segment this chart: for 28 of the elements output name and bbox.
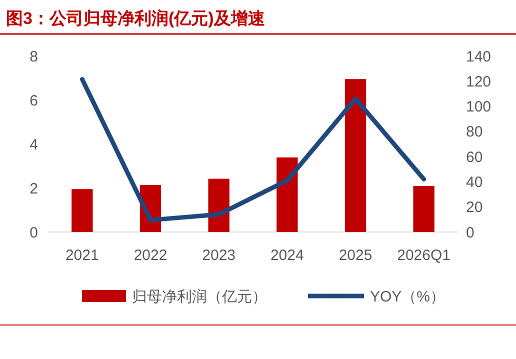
y2-tick-label: 40	[466, 174, 483, 191]
x-tick-label: 2024	[270, 247, 304, 264]
bar	[276, 157, 298, 232]
legend-label: 归母净利润（亿元）	[132, 288, 267, 306]
line-series	[80, 77, 426, 222]
x-tick-label: 2022	[134, 247, 168, 264]
bar	[344, 79, 366, 232]
bar	[72, 189, 93, 232]
y-tick-label: 8	[30, 48, 38, 66]
chart-title: 图3：公司归母净利润(亿元)及增速	[6, 9, 265, 28]
bar	[413, 186, 434, 232]
bar	[208, 178, 230, 232]
x-tick-label: 2021	[65, 247, 99, 264]
y2-tick-label: 100	[466, 98, 492, 116]
y2-tick-label: 140	[466, 48, 492, 66]
y2-tick-label: 120	[466, 73, 492, 90]
y2-tick-label: 0	[466, 224, 474, 242]
x-tick-label: 2023	[202, 247, 236, 264]
x-tick-label: 2025	[338, 247, 372, 264]
x-tick-label: 2026Q1	[397, 247, 451, 264]
y2-tick-label: 80	[466, 124, 483, 141]
y-tick-label: 4	[30, 136, 38, 154]
y2-tick-label: 20	[466, 199, 483, 216]
y2-tick-label: 60	[466, 148, 483, 166]
legend-label: YOY（%）	[370, 288, 446, 306]
y-tick-label: 0	[30, 224, 38, 242]
y-tick-label: 6	[30, 92, 38, 110]
y-tick-label: 2	[30, 180, 38, 198]
